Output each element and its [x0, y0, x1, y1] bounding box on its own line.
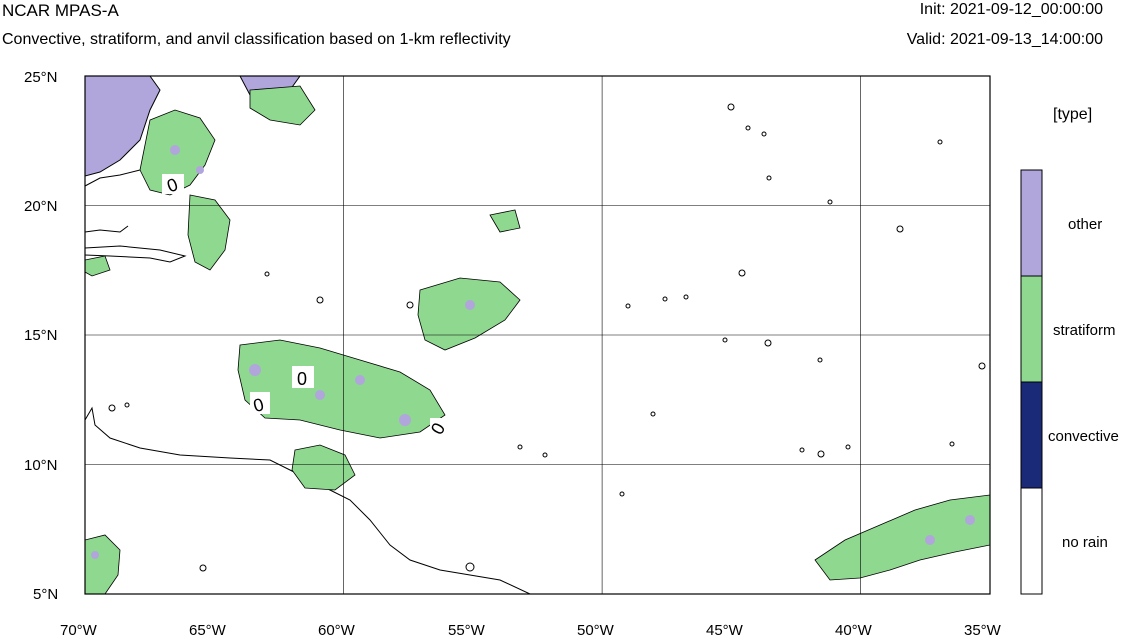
lat-label: 10°N — [24, 457, 58, 474]
lon-label: 50°W — [577, 622, 614, 639]
map-subtitle: Convective, stratiform, and anvil classi… — [2, 31, 511, 48]
map-frame — [84, 75, 991, 595]
lat-label: 5°N — [33, 586, 59, 603]
init-time: Init: 2021-09-12_00:00:00 — [919, 1, 1103, 18]
legend-swatch-convective — [1020, 381, 1043, 489]
legend-label-no-rain: no rain — [1062, 534, 1108, 551]
coastline — [85, 169, 187, 263]
legend-title: [type] — [1053, 106, 1093, 123]
lat-label: 25°N — [24, 69, 58, 86]
map-title: NCAR MPAS-A — [2, 1, 119, 20]
legend-label-convective: convective — [1048, 428, 1119, 445]
gridlines — [85, 76, 990, 594]
lon-label: 55°W — [448, 622, 485, 639]
legend-swatch-stratiform — [1020, 275, 1043, 383]
coastline — [85, 406, 531, 594]
lat-label: 20°N — [24, 198, 58, 215]
map-content — [85, 76, 990, 594]
lon-label: 35°W — [964, 622, 1001, 639]
legend-label-stratiform: stratiform — [1053, 322, 1116, 339]
legend-swatch-other — [1020, 169, 1043, 277]
contour-labels: 0 0 0 0 — [162, 174, 450, 438]
contour-label: 0 — [251, 394, 266, 416]
stratiform-clusters — [85, 85, 990, 594]
isolated-cells — [108, 103, 986, 572]
contour-label: 0 — [297, 369, 307, 389]
legend-swatch-no-rain — [1020, 487, 1043, 595]
lon-label: 45°W — [706, 622, 743, 639]
other-region — [85, 76, 161, 177]
other-speckles — [91, 145, 975, 559]
lat-label: 15°N — [24, 327, 58, 344]
legend-label-other: other — [1068, 216, 1103, 233]
lon-label: 40°W — [835, 622, 872, 639]
lon-label: 65°W — [189, 622, 226, 639]
lon-label: 60°W — [318, 622, 355, 639]
legend-colorbar — [1020, 169, 1043, 595]
lon-label: 70°W — [60, 622, 97, 639]
valid-time: Valid: 2021-09-13_14:00:00 — [906, 31, 1103, 48]
